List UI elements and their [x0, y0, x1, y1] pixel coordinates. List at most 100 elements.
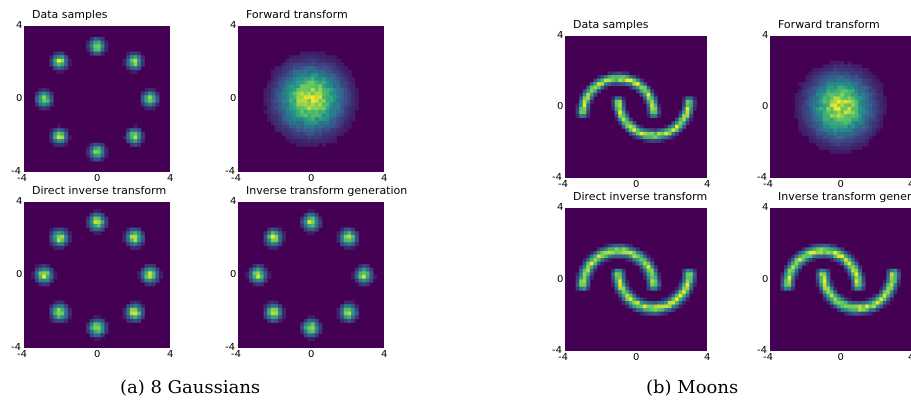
heatmap-cell [896, 268, 901, 273]
heatmap-cell [311, 95, 316, 100]
heatmap-cell [882, 110, 887, 115]
heatmap-cell [270, 91, 275, 96]
heatmap-cell [833, 117, 838, 122]
y-tick-label: 0 [230, 269, 237, 280]
heatmap-cell [657, 131, 662, 136]
heatmap-cell [56, 245, 61, 250]
heatmap-cell [840, 124, 845, 129]
heatmap-cell [886, 297, 891, 302]
heatmap-cell [329, 124, 334, 129]
heatmap-cell [245, 271, 250, 276]
heatmap-cell [636, 78, 640, 83]
heatmap-cell [865, 71, 870, 76]
heatmap-cell [289, 99, 294, 104]
heatmap-cell [34, 271, 39, 276]
heatmap-cell [858, 103, 863, 108]
heatmap-cell [307, 113, 312, 118]
heatmap-cell [865, 135, 870, 140]
heatmap-cell [64, 135, 69, 140]
heatmap-cell [692, 99, 697, 104]
heatmap-cell [650, 311, 655, 316]
heatmap-cell [274, 66, 279, 71]
heatmap-cell [678, 283, 683, 288]
heatmap-cell [296, 88, 301, 93]
heatmap-cell [129, 234, 134, 239]
heatmap-cell [129, 55, 134, 60]
heatmap-cell [336, 315, 341, 320]
heatmap-cell [801, 82, 806, 87]
heatmap-cell [340, 99, 345, 104]
heatmap-cell [882, 283, 887, 288]
heatmap-cell [819, 131, 824, 136]
heatmap-cell [621, 286, 626, 291]
heatmap-cell [579, 114, 584, 119]
heatmap-cell [593, 261, 598, 266]
heatmap-cell [611, 78, 616, 83]
heatmap-cell [886, 293, 891, 298]
heatmap-cell [575, 275, 580, 280]
heatmap-cell [833, 71, 838, 76]
heatmap-cell [100, 329, 105, 334]
heatmap-cell [643, 138, 648, 143]
heatmap-cell [600, 261, 605, 266]
heatmap-cell [882, 99, 887, 104]
heatmap-cell [639, 300, 644, 305]
heatmap-cell [100, 40, 105, 45]
heatmap-cell [819, 254, 824, 259]
heatmap-cell [100, 142, 105, 147]
heatmap-cell [314, 220, 319, 225]
heatmap-cell [784, 272, 789, 277]
heatmap-cell [875, 297, 880, 302]
heatmap-cell [847, 297, 852, 302]
heatmap-cell [840, 146, 845, 150]
heatmap-cell [833, 142, 838, 147]
heatmap-cell [861, 279, 866, 284]
heatmap-cell [847, 82, 852, 87]
heatmap-cell [343, 304, 348, 309]
heatmap-cell [879, 300, 884, 305]
heatmap-cell [682, 114, 687, 119]
heatmap-cell [365, 271, 370, 276]
heatmap-cell [861, 300, 866, 305]
heatmap-cell [285, 84, 290, 89]
heatmap-cell [815, 243, 820, 248]
heatmap-cell [325, 139, 330, 144]
heatmap-cell [829, 135, 834, 140]
heatmap-cell [865, 142, 870, 147]
heatmap-cell [861, 131, 866, 136]
heatmap-cell [822, 138, 827, 143]
heatmap-cell [808, 107, 813, 111]
heatmap-cell [296, 55, 301, 60]
heatmap-cell [875, 110, 880, 115]
heatmap-cell [815, 124, 820, 129]
heatmap-cell [812, 135, 817, 140]
heatmap-cell [325, 58, 330, 63]
heatmap-cell [618, 243, 623, 248]
heatmap-cell [868, 78, 873, 83]
heatmap-cell [267, 102, 272, 107]
heatmap-cell [858, 124, 863, 129]
heatmap-cell [49, 139, 54, 144]
heatmap-cell [281, 69, 286, 74]
heatmap-cell [133, 131, 138, 136]
heatmap-cell [833, 258, 838, 263]
heatmap-cell [267, 307, 272, 312]
heatmap-cell [148, 88, 153, 93]
heatmap-cell [611, 96, 616, 101]
heatmap-cell [137, 245, 142, 250]
heatmap-cell [278, 102, 283, 107]
heatmap-cell [893, 286, 898, 291]
heatmap-cell [836, 254, 841, 259]
heatmap-cell [321, 84, 326, 89]
heatmap-cell [575, 272, 580, 277]
heatmap-cell [858, 64, 863, 69]
heatmap-cell [836, 297, 841, 302]
heatmap-cell [343, 91, 348, 96]
y-tick-label: 4 [557, 202, 564, 213]
heatmap-cell [689, 99, 694, 104]
heatmap-cell [321, 99, 326, 104]
heatmap-cell [285, 88, 290, 93]
heatmap-cell [628, 300, 633, 305]
heatmap-cell [840, 135, 845, 140]
heatmap-cell [879, 99, 884, 104]
